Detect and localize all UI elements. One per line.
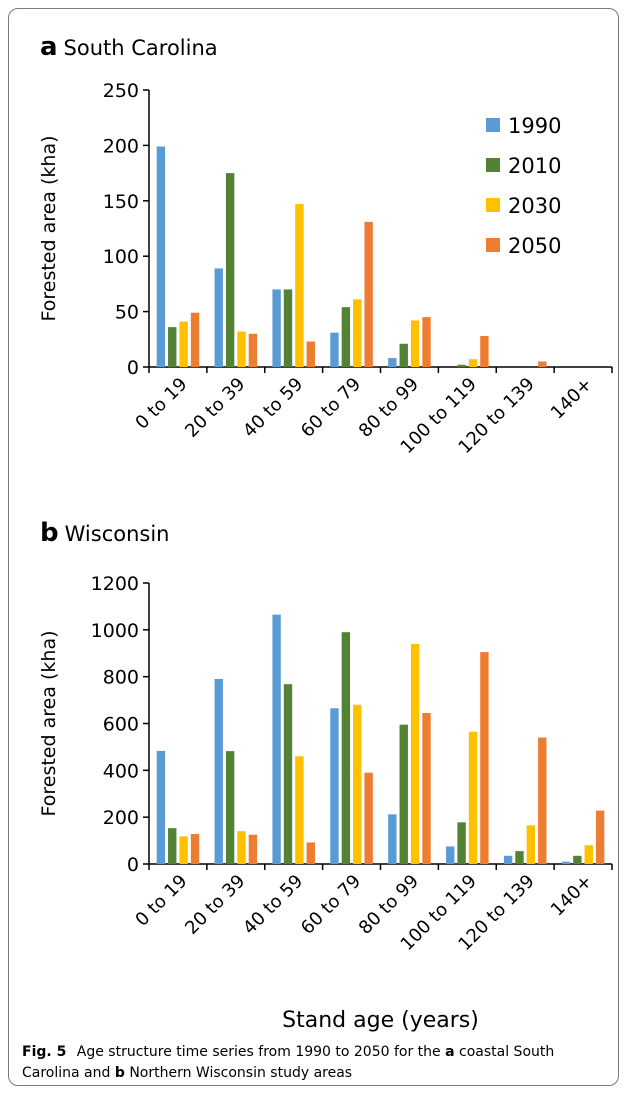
chart-b-bar-1990-3	[330, 708, 339, 864]
chart-b-bar-2010-1	[225, 751, 235, 864]
chart-b-bar-1990-7	[561, 861, 571, 864]
chart-a-category-label: 20 to 39	[181, 374, 249, 442]
chart-a-category-label: 60 to 79	[297, 374, 365, 442]
chart-b-y-tick-label: 1000	[91, 620, 139, 642]
chart-a-y-tick-label: 250	[103, 80, 139, 102]
chart-a-bar-2050-3	[364, 221, 373, 367]
chart-a-bar-2030-4	[410, 320, 420, 367]
chart-a-bar-2050-1	[248, 333, 258, 367]
chart-a-bar-1990-1	[214, 268, 223, 367]
chart-a-legend-swatch-1990	[486, 118, 500, 132]
chart-a-bar-2010-1	[225, 173, 235, 367]
chart-a-category-label: 40 to 59	[239, 374, 307, 442]
chart-a-bar-2050-0	[190, 312, 200, 367]
chart-a-legend-label-2050: 2050	[508, 234, 561, 258]
chart-a-bar-2050-6	[538, 361, 547, 367]
chart-a-bar-2030-1	[237, 331, 246, 367]
chart-b-bar-2010-0	[168, 828, 177, 864]
chart-a-bar-2050-4	[422, 317, 431, 367]
chart-a-legend-swatch-2010	[486, 158, 500, 172]
chart-a-y-tick-label: 50	[115, 302, 139, 324]
chart-b-category-label: 40 to 59	[239, 871, 307, 939]
chart-b-bar-2010-2	[283, 684, 293, 864]
chart-a-bar-1990-2	[272, 289, 281, 367]
chart-a-bar-2030-0	[179, 321, 188, 367]
chart-a-bar-2050-5	[480, 335, 489, 367]
chart-b-y-axis-label: Forested area (kha)	[38, 630, 60, 816]
chart-a-bar-2010-4	[399, 343, 408, 367]
chart-b-bar-2030-0	[179, 836, 188, 864]
figure-frame	[8, 8, 619, 1086]
chart-a-bar-2030-2	[295, 204, 304, 367]
chart-a-bar-2010-0	[168, 327, 177, 367]
panel-b-title: b Wisconsin	[40, 518, 170, 548]
chart-b-bar-2030-7	[584, 845, 593, 864]
chart-b-bar-2010-3	[341, 632, 351, 864]
chart-b-bar-2050-4	[422, 712, 431, 864]
chart-b-bar-2030-2	[295, 756, 304, 864]
chart-a-bar-2050-2	[306, 341, 315, 367]
chart-b-y-tick-label: 600	[103, 714, 139, 736]
chart-b-y-tick-label: 800	[103, 667, 139, 689]
chart-a-bar-2010-3	[341, 307, 351, 367]
chart-a-y-tick-label: 200	[103, 135, 139, 157]
chart-b-bar-2030-3	[353, 704, 362, 864]
chart-b-category-label: 60 to 79	[297, 871, 365, 939]
chart-b-bar-2050-1	[248, 834, 258, 864]
chart-a-bar-2010-5	[457, 364, 466, 367]
chart-b-category-label: 140+	[547, 871, 597, 921]
chart-a-y-tick-label: 0	[127, 357, 139, 379]
chart-b-bar-2050-0	[190, 834, 200, 864]
chart-b-bar-2010-4	[399, 724, 408, 864]
chart-b-bar-2030-4	[410, 643, 420, 864]
chart-b-bar-2010-6	[515, 851, 524, 864]
chart-wisconsin: 0 200 400 600 800 1000 1200 Forested area (kha)…	[38, 573, 613, 1033]
chart-b-bar-2050-2	[306, 842, 315, 864]
panel-a-title: a South Carolina	[40, 32, 218, 62]
chart-a-legend-label-2010: 2010	[508, 154, 561, 178]
chart-a-category-label: 140+	[547, 374, 597, 424]
chart-a-legend-label-2030: 2030	[508, 194, 561, 218]
chart-b-bar-1990-6	[503, 855, 513, 864]
chart-a-bar-2030-3	[353, 299, 362, 367]
chart-b-bar-2050-7	[595, 810, 605, 864]
chart-a-bar-2030-5	[468, 359, 478, 367]
chart-b-bar-2050-3	[364, 772, 373, 864]
chart-b-bar-2050-5	[480, 652, 489, 864]
chart-b-bar-1990-1	[214, 679, 223, 864]
chart-b-y-tick-label: 1200	[91, 573, 139, 595]
chart-a-y-axis-label: Forested area (kha)	[38, 135, 60, 321]
chart-b-bar-2030-5	[468, 731, 478, 864]
chart-a-legend-swatch-2030	[486, 198, 500, 212]
chart-b-x-axis-label: Stand age (years)	[282, 1008, 479, 1033]
chart-b-bar-2030-6	[526, 825, 536, 864]
chart-a-y-tick-label: 100	[103, 246, 139, 268]
chart-b-bar-2050-6	[538, 737, 547, 864]
chart-b-y-tick-label: 0	[127, 854, 139, 876]
chart-b-bar-1990-5	[446, 846, 455, 864]
chart-a-y-tick-label: 150	[103, 191, 139, 213]
chart-a-bar-1990-4	[388, 358, 397, 367]
chart-b-bar-2010-5	[457, 822, 466, 864]
chart-b-category-label: 20 to 39	[181, 871, 249, 939]
chart-b-bar-1990-0	[156, 750, 166, 864]
chart-b-bar-2010-7	[573, 855, 582, 864]
chart-a-bar-2010-2	[283, 289, 293, 367]
chart-b-bar-2030-1	[237, 831, 246, 864]
chart-b-y-tick-label: 400	[103, 760, 139, 782]
chart-b-bar-1990-4	[388, 814, 397, 864]
chart-a-bar-1990-3	[330, 332, 339, 367]
chart-a-legend-label-1990: 1990	[508, 114, 561, 138]
chart-b-bar-1990-2	[272, 614, 281, 864]
chart-a-legend-swatch-2050	[486, 238, 500, 252]
figure-caption: Fig. 5 Age structure time series from 19…	[22, 1044, 555, 1081]
chart-b-y-tick-label: 200	[103, 807, 139, 829]
chart-a-bar-1990-0	[156, 146, 166, 367]
